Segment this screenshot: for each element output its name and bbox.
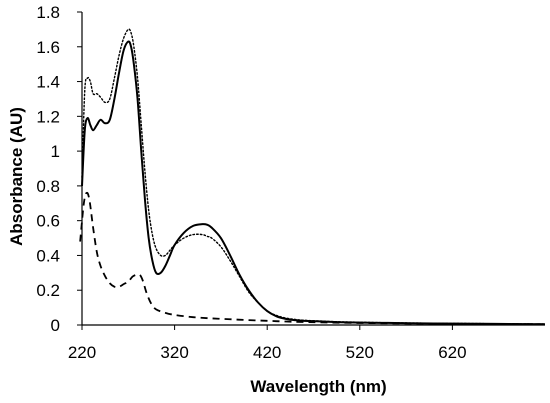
y-tick-label: 0.6 <box>36 212 60 231</box>
y-tick-label: 0.8 <box>36 177 60 196</box>
x-tick-label: 620 <box>438 343 466 362</box>
series-line-solid <box>81 40 546 326</box>
series-line-dotted <box>81 28 546 325</box>
series-line-dashed <box>79 191 546 326</box>
x-tick-label: 320 <box>160 343 188 362</box>
y-tick-label: 0 <box>51 316 60 335</box>
x-axis-title: Wavelength (nm) <box>250 377 386 396</box>
x-tick-label: 220 <box>68 343 96 362</box>
y-axis-ticks: 0 0.2 0.4 0.6 0.8 1 1.2 1.4 1.6 1.8 <box>36 3 82 335</box>
series-group <box>79 28 546 326</box>
y-tick-label: 1.6 <box>36 38 60 57</box>
y-axis-title: Absorbance (AU) <box>7 107 26 246</box>
y-tick-label: 1.4 <box>36 73 60 92</box>
y-tick-label: 1.8 <box>36 3 60 22</box>
y-tick-label: 0.2 <box>36 281 60 300</box>
x-axis-ticks: 220 320 420 520 620 <box>68 325 467 362</box>
y-tick-label: 1 <box>51 142 60 161</box>
x-tick-label: 520 <box>346 343 374 362</box>
x-tick-label: 420 <box>253 343 281 362</box>
y-tick-label: 1.2 <box>36 107 60 126</box>
y-tick-label: 0.4 <box>36 246 60 265</box>
